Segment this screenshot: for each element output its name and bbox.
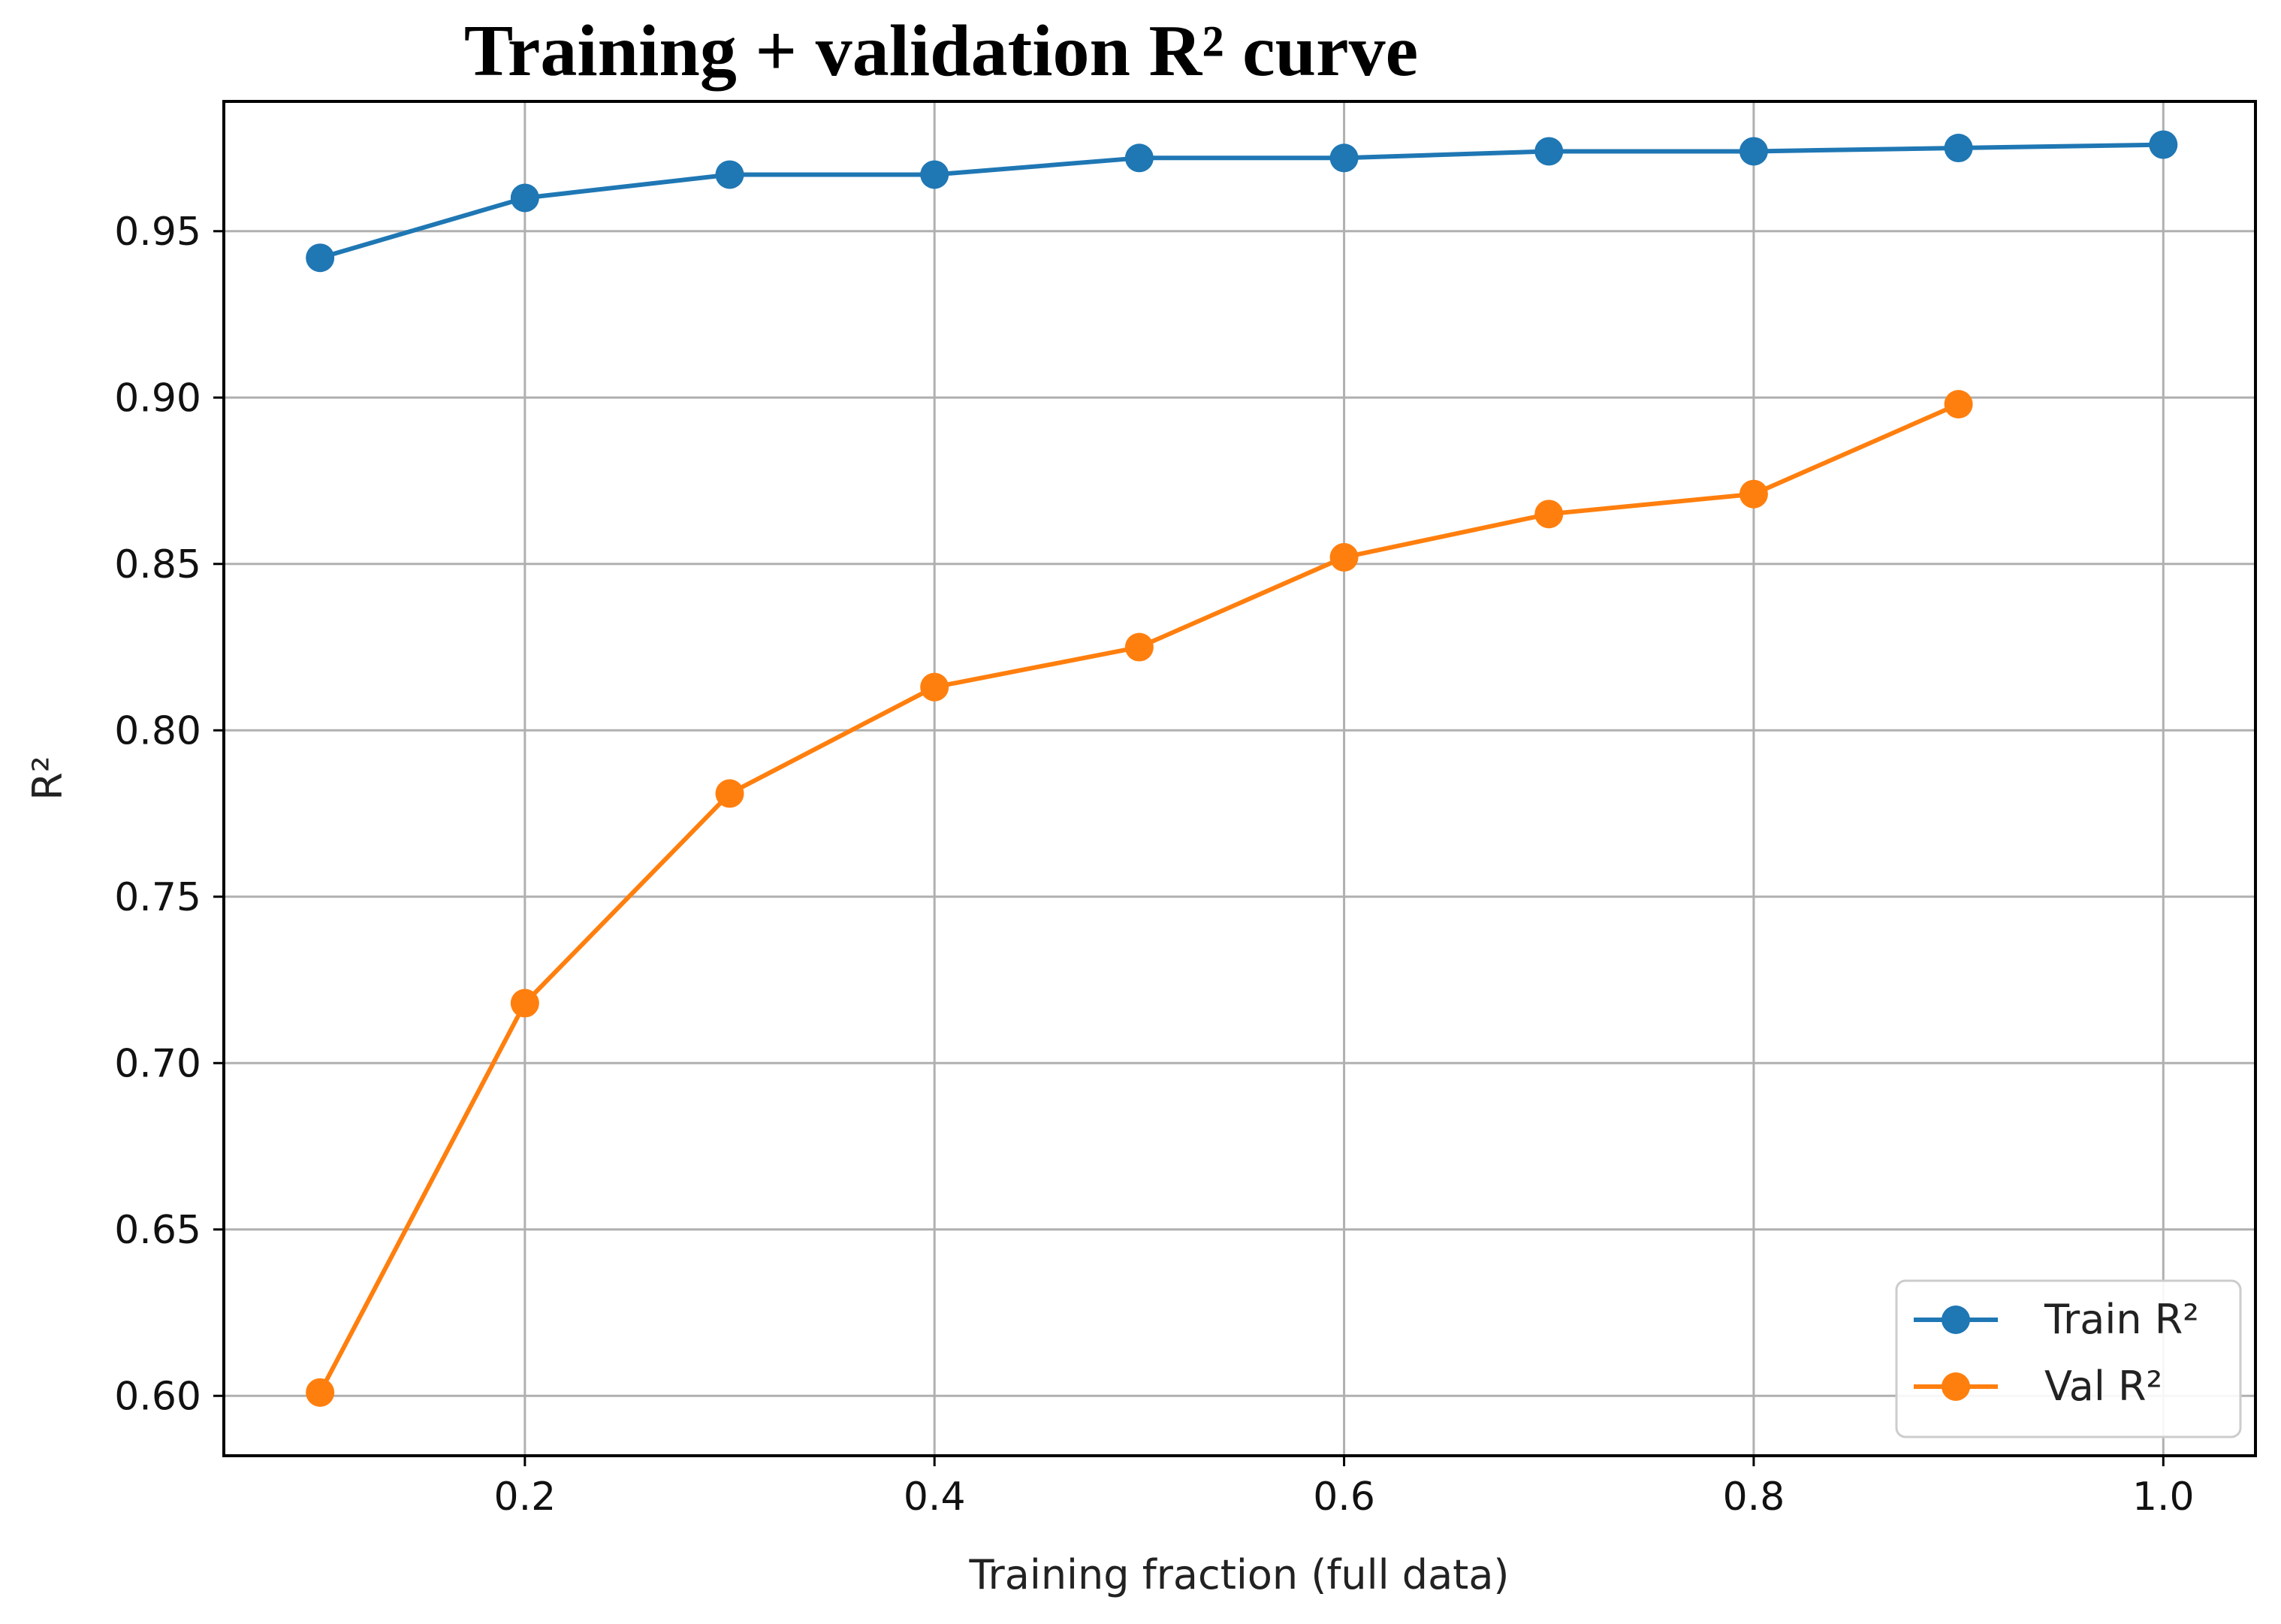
data-point-train [1534, 137, 1564, 166]
plot-area-frame [222, 100, 2257, 1457]
x-tick-label: 0.2 [493, 1475, 556, 1520]
legend: Train R² Val R² [1895, 1279, 2242, 1438]
legend-marker-val [1942, 1372, 1970, 1401]
y-axis-ticks: 0.60 0.65 0.70 0.75 0.80 0.85 0.90 0.95 [114, 210, 224, 1419]
x-tick-label: 0.6 [1313, 1475, 1375, 1520]
data-point-val [920, 672, 949, 702]
y-tick-label: 0.70 [114, 1041, 201, 1086]
data-point-train [715, 160, 744, 189]
y-tick-label: 0.90 [114, 376, 201, 421]
x-axis-ticks: 0.2 0.4 0.6 0.8 1.0 [493, 1456, 2195, 1520]
data-point-train [510, 183, 539, 213]
data-point-train [1944, 134, 1973, 163]
series-train [306, 130, 2178, 273]
series-layer [306, 130, 2178, 1407]
x-tick-label: 0.4 [904, 1475, 966, 1520]
y-tick-label: 0.85 [114, 542, 201, 587]
y-tick-label: 0.65 [114, 1208, 201, 1253]
data-point-val [1124, 632, 1154, 662]
x-axis-label: Training fraction (full data) [968, 1551, 1509, 1598]
chart-title: Training + validation R² curve [464, 11, 1418, 92]
series-val [306, 390, 1973, 1407]
data-point-train [920, 160, 949, 189]
data-point-val [1739, 479, 1768, 509]
data-point-train [2149, 130, 2178, 159]
x-tick-label: 0.8 [1723, 1475, 1785, 1520]
legend-label-train: Train R² [2044, 1296, 2199, 1343]
x-tick-label: 1.0 [2132, 1475, 2195, 1520]
legend-marker-train [1942, 1306, 1970, 1334]
y-tick-label: 0.60 [114, 1374, 201, 1419]
data-point-val [715, 779, 744, 808]
data-point-train [1329, 143, 1359, 173]
data-point-train [1739, 137, 1768, 166]
series-train-line [318, 142, 2166, 261]
data-point-val [1329, 542, 1359, 572]
y-tick-label: 0.75 [114, 875, 201, 920]
data-point-train [1124, 143, 1154, 173]
y-tick-label: 0.80 [114, 708, 201, 753]
legend-label-val: Val R² [2044, 1363, 2162, 1410]
data-point-train [306, 243, 335, 273]
data-point-val [1534, 500, 1564, 529]
y-tick-label: 0.95 [114, 210, 201, 255]
data-point-val [306, 1378, 335, 1407]
grid-lines [224, 101, 2255, 1456]
data-point-val [1944, 390, 1973, 419]
y-axis-label: R² [24, 756, 71, 800]
data-point-val [510, 989, 539, 1018]
